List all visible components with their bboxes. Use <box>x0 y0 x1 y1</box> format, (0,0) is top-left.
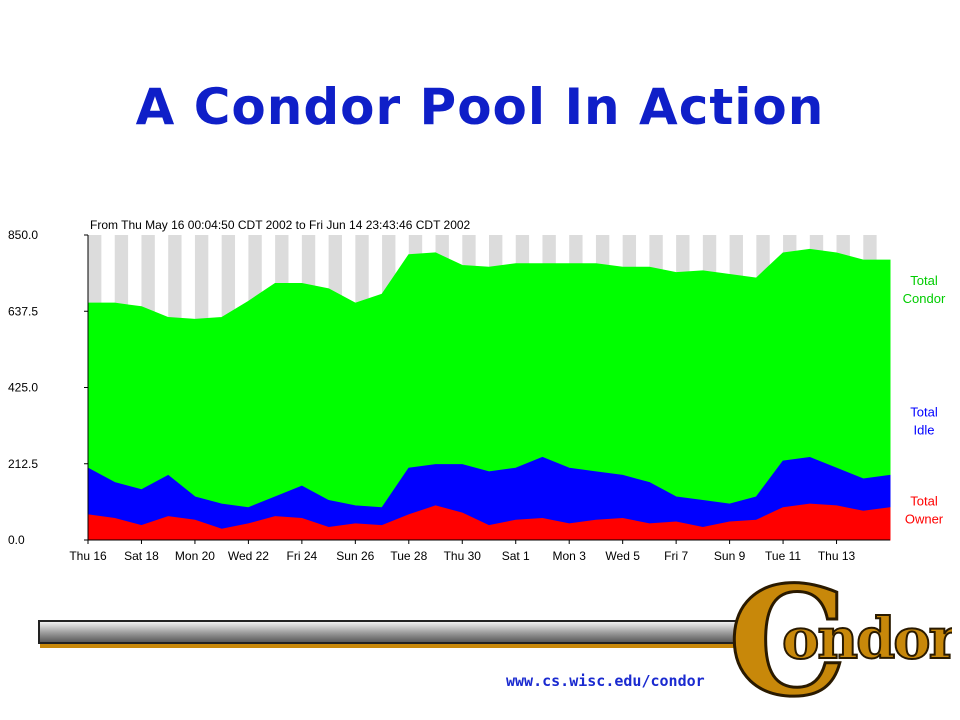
usage-chart: From Thu May 16 00:04:50 CDT 2002 to Fri… <box>8 218 946 563</box>
x-tick-label: Sat 1 <box>502 549 530 563</box>
y-tick-label: 212.5 <box>8 457 38 471</box>
footer-url-link[interactable]: www.cs.wisc.edu/condor <box>506 672 705 690</box>
y-tick-label: 425.0 <box>8 381 38 395</box>
slide-title: A Condor Pool In Action <box>135 78 825 136</box>
x-tick-label: Thu 30 <box>444 549 482 563</box>
x-tick-label: Wed 22 <box>228 549 269 563</box>
svg-text:C: C <box>728 560 847 710</box>
x-tick-label: Fri 24 <box>287 549 318 563</box>
x-tick-label: Mon 3 <box>553 549 587 563</box>
x-tick-label: Tue 11 <box>765 549 801 563</box>
y-tick-label: 0.0 <box>8 533 25 547</box>
series-area-total-condor <box>87 248 891 541</box>
x-tick-label: Thu 13 <box>818 549 856 563</box>
svg-text:ondor: ondor <box>782 606 952 672</box>
legend-item-total-idle: Total Idle <box>910 404 938 437</box>
legend-item-total-owner: Total Owner <box>905 494 944 527</box>
y-tick-label: 850.0 <box>8 228 38 242</box>
series-area-total-owner <box>87 503 891 541</box>
x-tick-label: Thu 16 <box>69 549 107 563</box>
x-tick-label: Mon 20 <box>175 549 215 563</box>
x-tick-label: Wed 5 <box>605 549 640 563</box>
x-tick-label: Fri 7 <box>664 549 688 563</box>
x-tick-label: Sat 18 <box>124 549 159 563</box>
footer-bar <box>38 620 748 648</box>
y-tick-label: 637.5 <box>8 304 38 318</box>
condor-logo: C ondor <box>727 560 953 710</box>
x-tick-label: Tue 28 <box>390 549 427 563</box>
x-tick-label: Sun 9 <box>714 549 746 563</box>
chart-title: From Thu May 16 00:04:50 CDT 2002 to Fri… <box>90 218 471 232</box>
legend-item-total-condor: Total Condor <box>903 273 946 306</box>
x-tick-label: Sun 26 <box>336 549 374 563</box>
